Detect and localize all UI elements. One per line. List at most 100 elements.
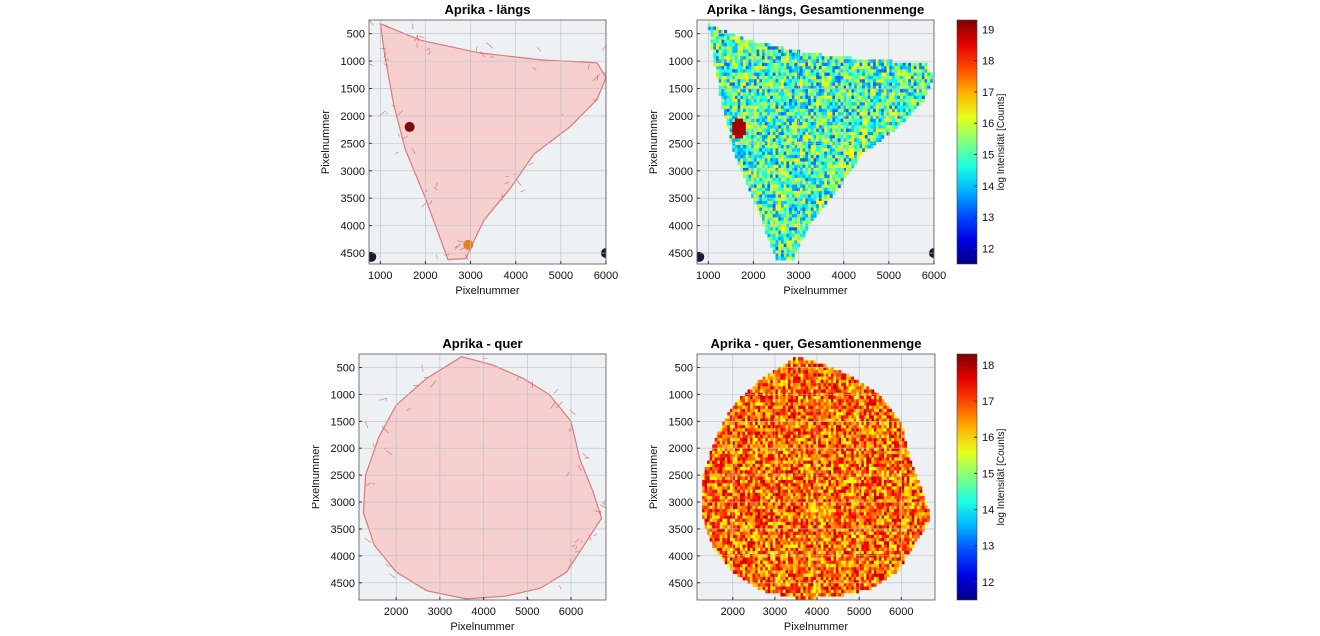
intensity-pixel bbox=[791, 256, 795, 261]
intensity-pixel bbox=[732, 492, 736, 497]
intensity-pixel bbox=[881, 92, 885, 96]
intensity-pixel bbox=[745, 489, 748, 494]
intensity-pixel bbox=[714, 518, 718, 523]
intensity-pixel bbox=[770, 200, 774, 205]
intensity-pixel bbox=[743, 151, 747, 156]
intensity-pixel bbox=[767, 480, 771, 484]
intensity-pixel bbox=[745, 528, 748, 532]
tissue-fiber bbox=[537, 47, 542, 52]
intensity-pixel bbox=[770, 586, 774, 591]
intensity-pixel bbox=[770, 75, 774, 80]
intensity-pixel bbox=[762, 66, 766, 70]
intensity-pixel bbox=[837, 105, 841, 110]
intensity-pixel bbox=[772, 161, 776, 166]
intensity-pixel bbox=[707, 470, 710, 474]
intensity-pixel bbox=[704, 509, 708, 513]
intensity-pixel bbox=[732, 512, 736, 516]
intensity-pixel bbox=[786, 128, 790, 133]
intensity-pixel bbox=[770, 441, 774, 445]
tissue-fiber bbox=[532, 67, 537, 71]
intensity-pixel bbox=[734, 454, 738, 458]
intensity-pixel bbox=[759, 46, 763, 50]
intensity-pixel bbox=[745, 502, 748, 507]
intensity-pixel bbox=[765, 547, 769, 552]
intensity-pixel bbox=[818, 200, 822, 205]
intensity-pixel bbox=[727, 525, 731, 529]
intensity-pixel bbox=[870, 79, 874, 83]
intensity-pixel bbox=[752, 389, 756, 394]
intensity-pixel bbox=[772, 376, 776, 381]
intensity-pixel bbox=[770, 418, 774, 423]
intensity-pixel bbox=[851, 79, 855, 83]
intensity-pixel bbox=[778, 250, 782, 254]
intensity-pixel bbox=[775, 154, 779, 159]
intensity-pixel bbox=[770, 164, 774, 169]
intensity-pixel bbox=[875, 99, 879, 103]
intensity-pixel bbox=[737, 108, 741, 113]
intensity-pixel bbox=[737, 431, 741, 436]
intensity-pixel bbox=[752, 489, 756, 494]
intensity-pixel bbox=[729, 56, 733, 60]
intensity-pixel bbox=[886, 69, 890, 73]
intensity-pixel bbox=[813, 151, 817, 156]
intensity-pixel bbox=[729, 421, 733, 426]
tissue-fiber bbox=[385, 24, 389, 29]
intensity-pixel bbox=[757, 560, 761, 565]
intensity-pixel bbox=[835, 158, 839, 162]
intensity-pixel bbox=[775, 253, 779, 258]
intensity-pixel bbox=[780, 576, 784, 581]
intensity-pixel bbox=[881, 82, 885, 87]
intensity-pixel bbox=[913, 82, 917, 87]
intensity-pixel bbox=[712, 515, 716, 520]
intensity-pixel bbox=[783, 220, 787, 225]
intensity-pixel bbox=[799, 62, 803, 67]
intensity-pixel bbox=[755, 551, 758, 555]
intensity-pixel bbox=[760, 489, 764, 494]
intensity-pixel bbox=[886, 92, 890, 96]
intensity-pixel bbox=[751, 105, 755, 110]
intensity-pixel bbox=[767, 184, 771, 189]
intensity-pixel bbox=[802, 214, 806, 218]
intensity-pixel bbox=[791, 174, 795, 179]
intensity-pixel bbox=[709, 486, 713, 490]
intensity-pixel bbox=[732, 431, 736, 436]
intensity-pixel bbox=[748, 72, 752, 77]
intensity-pixel bbox=[775, 563, 779, 568]
intensity-pixel bbox=[854, 62, 858, 67]
intensity-pixel bbox=[729, 85, 733, 90]
tissue-fiber bbox=[505, 175, 510, 178]
intensity-pixel bbox=[764, 151, 768, 156]
intensity-pixel bbox=[810, 92, 814, 96]
intensity-pixel bbox=[827, 92, 831, 96]
intensity-pixel bbox=[791, 207, 795, 212]
intensity-pixel bbox=[714, 486, 718, 490]
intensity-pixel bbox=[905, 115, 909, 119]
intensity-pixel bbox=[897, 105, 901, 110]
intensity-pixel bbox=[709, 480, 713, 484]
intensity-pixel bbox=[851, 62, 855, 67]
intensity-pixel bbox=[721, 79, 725, 83]
intensity-pixel bbox=[908, 72, 912, 77]
intensity-pixel bbox=[786, 118, 790, 123]
intensity-pixel bbox=[753, 79, 757, 83]
intensity-pixel bbox=[789, 210, 793, 215]
intensity-pixel bbox=[751, 79, 755, 83]
intensity-pixel bbox=[786, 220, 790, 225]
intensity-pixel bbox=[770, 538, 774, 542]
intensity-pixel bbox=[816, 171, 820, 175]
intensity-pixel bbox=[775, 515, 779, 520]
intensity-pixel bbox=[782, 373, 786, 377]
intensity-pixel bbox=[827, 158, 831, 162]
tissue-fiber bbox=[580, 540, 582, 544]
tissue-fiber bbox=[383, 51, 387, 59]
intensity-pixel bbox=[740, 480, 743, 484]
intensity-pixel bbox=[743, 82, 747, 87]
intensity-pixel bbox=[751, 128, 755, 133]
intensity-pixel bbox=[772, 418, 776, 423]
intensity-pixel bbox=[775, 444, 779, 448]
intensity-pixel bbox=[734, 525, 738, 529]
intensity-pixel bbox=[719, 521, 723, 526]
intensity-pixel bbox=[832, 72, 836, 77]
intensity-pixel bbox=[848, 66, 852, 70]
intensity-pixel bbox=[780, 383, 784, 387]
